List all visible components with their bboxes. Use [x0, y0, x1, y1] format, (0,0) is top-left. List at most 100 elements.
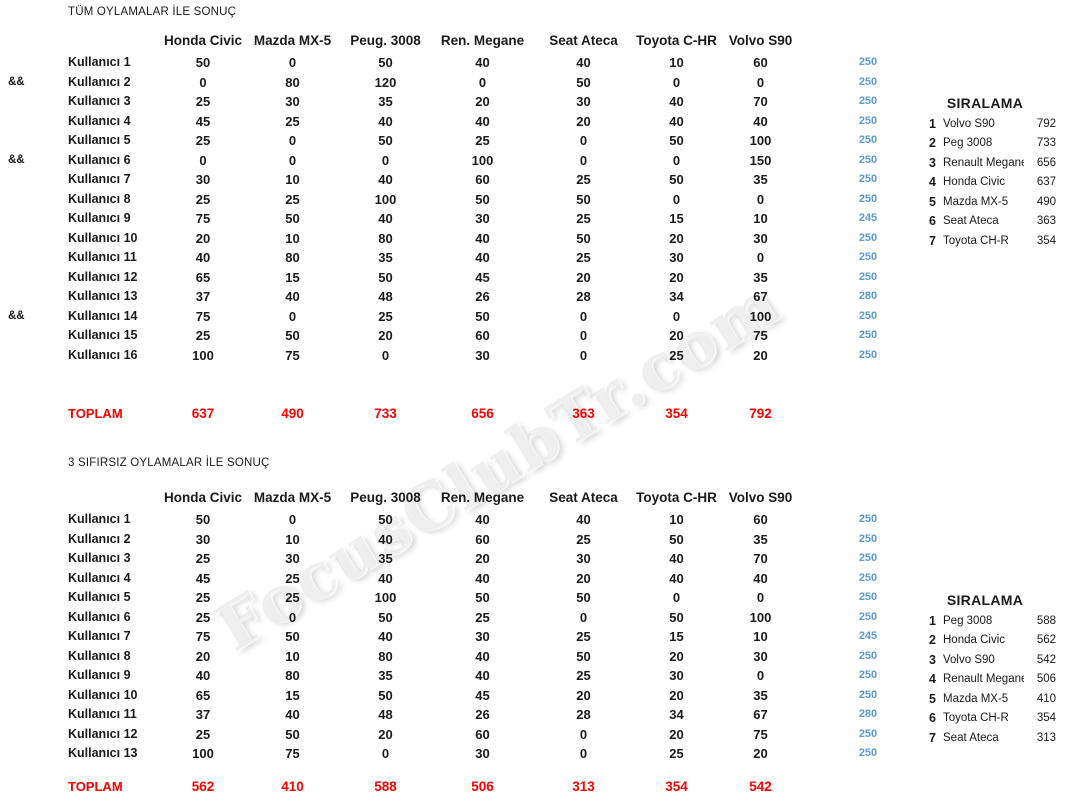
cell-value: 40 — [669, 94, 684, 109]
ranking-title: SIRALAMA — [946, 95, 1024, 111]
cell-row-sum: 250 — [858, 669, 878, 681]
row-marker — [0, 686, 62, 706]
cell-value: 75 — [753, 726, 768, 742]
votes-table-all: Honda Civic Mazda MX-5 Peug. 3008 Ren. Mega… — [0, 29, 933, 424]
cell-value: 25 — [285, 113, 300, 129]
cell-value: 80 — [285, 668, 300, 683]
cell-value: 28 — [576, 707, 591, 722]
cell-value: 15 — [669, 629, 684, 644]
cell-value: 65 — [195, 687, 211, 703]
section-title-all-votes: TÜM OYLAMALAR İLE SONUÇ — [68, 6, 237, 18]
cell-value: 40 — [669, 570, 684, 586]
table-row: Kullanıcı 12 25 50 20 60 0 20 75 250 — [0, 725, 933, 745]
cell-value: 50 — [378, 512, 393, 527]
table-row: Kullanıcı 10 65 15 50 45 20 20 35 250 — [0, 686, 933, 706]
total-spacer-cell — [803, 404, 933, 424]
cell-user-label: Kullanıcı 3 — [68, 94, 131, 108]
section-title-filtered-votes: 3 SIFIRSIZ OYLAMALAR İLE SONUÇ — [68, 457, 270, 469]
column-header: Volvo S90 — [728, 490, 793, 505]
cell-value: 75 — [195, 629, 211, 644]
cell-value: 20 — [669, 230, 684, 246]
cell-value: 30 — [669, 250, 684, 265]
total-value: 490 — [281, 406, 304, 421]
cell-row-sum: 250 — [858, 114, 878, 127]
ranking-row: 5 Mazda MX-5 490 — [910, 192, 1060, 212]
spacer-row — [0, 365, 933, 404]
cell-value: 35 — [753, 269, 768, 285]
corner-spacer-cell — [62, 486, 159, 510]
cell-value: 35 — [753, 172, 768, 187]
cell-row-sum: 250 — [858, 173, 878, 185]
cell-value: 0 — [579, 308, 588, 324]
total-value: 354 — [665, 406, 688, 421]
total-value: 363 — [572, 406, 595, 421]
ranking-score: 733 — [1036, 137, 1056, 150]
cell-row-sum: 250 — [858, 591, 878, 603]
cell-value: 35 — [378, 250, 393, 265]
ranking-row: 7 Toyota CH-R 354 — [910, 231, 1060, 251]
cell-value: 0 — [756, 590, 765, 605]
cell-user-label: Kullanıcı 4 — [68, 113, 131, 128]
cell-value: 30 — [475, 629, 490, 644]
cell-row-sum: 250 — [858, 649, 878, 662]
cell-value: 25 — [195, 609, 211, 625]
row-marker — [0, 647, 62, 667]
cell-value: 30 — [475, 211, 490, 226]
cell-user-label: Kullanıcı 8 — [68, 648, 131, 663]
cell-value: 25 — [576, 250, 591, 265]
cell-row-sum: 250 — [858, 192, 878, 205]
cell-user-label: Kullanıcı 12 — [68, 726, 138, 741]
cell-value: 35 — [378, 94, 393, 109]
table-row: Kullanıcı 10 20 10 80 40 50 20 30 250 — [0, 229, 933, 249]
cell-value: 30 — [195, 172, 211, 187]
cell-value: 0 — [579, 133, 588, 148]
spacer-cell — [0, 365, 933, 404]
cell-user-label: Kullanıcı 10 — [68, 687, 138, 702]
cell-value: 50 — [378, 269, 393, 285]
total-spacer-cell — [803, 777, 933, 797]
cell-value: 35 — [378, 551, 393, 566]
cell-value: 50 — [285, 328, 300, 343]
cell-value: 0 — [579, 609, 588, 625]
cell-value: 15 — [669, 211, 684, 226]
cell-user-label: Kullanıcı 9 — [68, 211, 131, 225]
cell-user-label: Kullanıcı 13 — [68, 746, 138, 760]
ranking-car-name: Toyota CH-R — [943, 234, 1009, 247]
cell-value: 25 — [285, 191, 300, 207]
cell-row-sum: 250 — [858, 95, 878, 107]
cell-value: 100 — [749, 308, 772, 324]
table-row: Kullanıcı 13 100 75 0 30 0 25 20 250 — [0, 744, 933, 764]
table-row: Kullanıcı 4 45 25 40 40 20 40 40 250 — [0, 112, 933, 132]
table-row: Kullanıcı 5 25 25 100 50 50 0 0 250 — [0, 588, 933, 608]
cell-row-sum: 250 — [858, 153, 878, 166]
cell-value: 40 — [475, 648, 490, 664]
row-marker — [0, 268, 62, 288]
cell-value: 0 — [288, 152, 297, 168]
cell-value: 10 — [285, 531, 300, 547]
ranking-car-name: Mazda MX-5 — [943, 195, 1009, 208]
ranking-car-name: Renault Megane — [943, 673, 1024, 686]
cell-value: 0 — [756, 74, 765, 90]
ranking-score: 354 — [1036, 234, 1056, 247]
cell-value: 50 — [576, 230, 591, 246]
cell-value: 40 — [576, 55, 591, 70]
table-row: Kullanıcı 1 50 0 50 40 40 10 60 250 — [0, 510, 933, 530]
total-value: 637 — [191, 406, 215, 421]
cell-row-sum: 280 — [858, 290, 878, 302]
ranking-position: 6 — [929, 711, 936, 726]
cell-value: 100 — [749, 609, 772, 625]
cell-user-label: Kullanıcı 15 — [68, 328, 138, 342]
cell-user-label: Kullanıcı 1 — [68, 55, 131, 69]
cell-value: 20 — [669, 726, 684, 742]
cell-user-label: Kullanıcı 9 — [68, 668, 131, 682]
cell-value: 75 — [285, 746, 300, 761]
cell-value: 45 — [195, 570, 211, 586]
table-row: Kullanıcı 12 65 15 50 45 20 20 35 250 — [0, 268, 933, 288]
cell-value: 25 — [669, 746, 684, 761]
cell-value: 50 — [576, 590, 591, 605]
ranking-list: 1 Peg 3008 588 2 Honda Civic 562 3 Volvo S90 542… — [910, 611, 1060, 748]
row-marker — [0, 608, 62, 628]
cell-value: 75 — [195, 211, 211, 226]
cell-value: 45 — [195, 113, 211, 129]
column-header: Ren. Megane — [440, 33, 525, 48]
